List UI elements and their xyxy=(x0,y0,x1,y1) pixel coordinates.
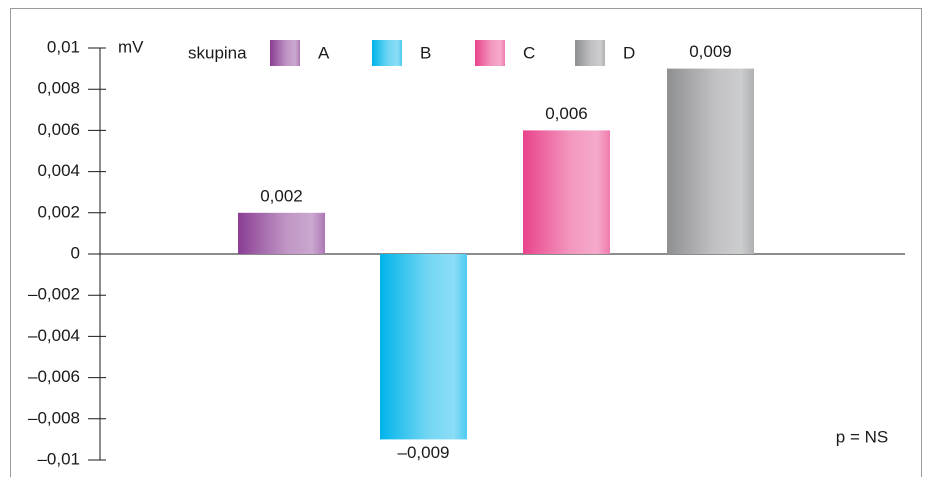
data-label: 0,002 xyxy=(260,186,303,205)
data-label: –0,009 xyxy=(398,443,450,462)
legend-title: skupina xyxy=(188,43,247,62)
data-label: 0,006 xyxy=(545,104,588,123)
legend-label: C xyxy=(523,43,535,62)
legend-swatch xyxy=(372,40,402,66)
y-tick-label: –0,004 xyxy=(28,326,80,345)
bar xyxy=(238,212,325,254)
legend-label: D xyxy=(623,43,635,62)
y-tick-label: 0,002 xyxy=(37,202,80,221)
y-tick-label: 0,006 xyxy=(37,120,80,139)
legend-label: B xyxy=(420,43,431,62)
data-label: 0,009 xyxy=(689,42,732,61)
legend-swatch xyxy=(270,40,300,66)
y-tick-label: –0,01 xyxy=(37,449,80,468)
y-tick-label: 0,008 xyxy=(37,79,80,98)
y-tick-label: –0,008 xyxy=(28,408,80,427)
y-tick-label: –0,002 xyxy=(28,285,80,304)
legend-label: A xyxy=(318,43,330,62)
y-unit: mV xyxy=(118,37,144,56)
y-tick-label: 0 xyxy=(71,243,80,262)
y-tick-label: –0,006 xyxy=(28,367,80,386)
bar xyxy=(380,254,467,440)
annotation: p = NS xyxy=(836,427,888,446)
bar xyxy=(667,68,754,254)
y-tick-label: 0,004 xyxy=(37,161,80,180)
legend-swatch xyxy=(575,40,605,66)
legend-swatch xyxy=(475,40,505,66)
bar xyxy=(523,130,610,254)
y-tick-label: 0,01 xyxy=(47,37,80,56)
frame xyxy=(10,8,922,477)
